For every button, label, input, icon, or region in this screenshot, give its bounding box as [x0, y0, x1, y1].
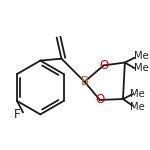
Text: Me: Me — [134, 63, 148, 73]
Text: O: O — [95, 93, 105, 106]
Text: O: O — [99, 59, 108, 72]
Text: F: F — [14, 108, 21, 121]
Text: Me: Me — [134, 51, 148, 61]
Text: Me: Me — [130, 89, 144, 99]
Text: B: B — [80, 75, 89, 88]
Text: Me: Me — [130, 102, 144, 112]
